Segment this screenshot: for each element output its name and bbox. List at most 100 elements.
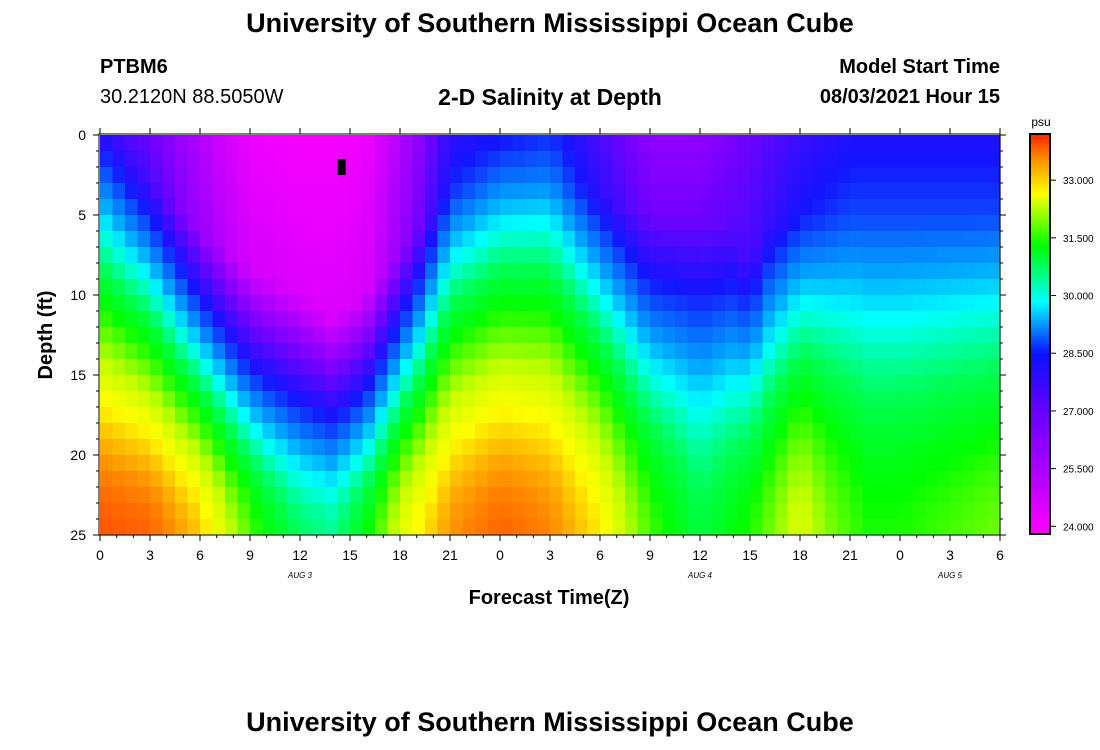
heatmap-cell	[825, 391, 838, 408]
heatmap-cell	[375, 407, 388, 424]
heatmap-cell	[375, 455, 388, 472]
heatmap-cell	[650, 311, 663, 328]
heatmap-cell	[875, 167, 888, 184]
heatmap-cell	[738, 391, 751, 408]
heatmap-cell	[113, 279, 126, 296]
heatmap-cell	[338, 439, 351, 456]
heatmap-cell	[925, 167, 938, 184]
heatmap-cell	[200, 135, 213, 152]
heatmap-cell	[763, 503, 776, 520]
heatmap-cell	[713, 183, 726, 200]
heatmap-cell	[250, 215, 263, 232]
heatmap-cell	[613, 199, 626, 216]
heatmap-cell	[488, 167, 501, 184]
heatmap-cell	[763, 487, 776, 504]
heatmap-cell	[738, 327, 751, 344]
heatmap-cell	[863, 311, 876, 328]
heatmap-cell	[750, 167, 763, 184]
heatmap-cell	[688, 471, 701, 488]
heatmap-cell	[450, 151, 463, 168]
heatmap-cell	[763, 519, 776, 536]
heatmap-cell	[675, 167, 688, 184]
heatmap-cell	[150, 231, 163, 248]
heatmap-cell	[750, 311, 763, 328]
heatmap-cell	[200, 439, 213, 456]
heatmap-cell	[963, 375, 976, 392]
heatmap-cell	[938, 263, 951, 280]
heatmap-cell	[100, 439, 113, 456]
heatmap-cell	[463, 487, 476, 504]
heatmap-cell	[438, 231, 451, 248]
heatmap-cell	[550, 327, 563, 344]
x-tick-label: 12	[292, 547, 308, 563]
heatmap-cell	[825, 439, 838, 456]
heatmap-cell	[650, 199, 663, 216]
heatmap-cell	[638, 519, 651, 536]
heatmap-cell	[763, 263, 776, 280]
heatmap-cell	[975, 327, 988, 344]
x-tick-label: 18	[392, 547, 408, 563]
heatmap-cell	[675, 295, 688, 312]
heatmap-cell	[250, 183, 263, 200]
heatmap-cell	[125, 215, 138, 232]
heatmap-cell	[813, 311, 826, 328]
heatmap-cell	[350, 215, 363, 232]
heatmap-cell	[925, 407, 938, 424]
heatmap-cell	[863, 519, 876, 536]
heatmap-cell	[475, 311, 488, 328]
heatmap-cell	[388, 471, 401, 488]
heatmap-cell	[613, 471, 626, 488]
heatmap-cell	[300, 231, 313, 248]
heatmap-cell	[813, 167, 826, 184]
heatmap-cell	[638, 183, 651, 200]
heatmap-cell	[238, 359, 251, 376]
heatmap-cell	[513, 183, 526, 200]
heatmap-cell	[713, 503, 726, 520]
heatmap-cell	[600, 327, 613, 344]
heatmap-cell	[700, 183, 713, 200]
heatmap-cell	[275, 455, 288, 472]
heatmap-cell	[563, 455, 576, 472]
heatmap-cell	[700, 455, 713, 472]
heatmap-cell	[900, 327, 913, 344]
heatmap-cell	[563, 487, 576, 504]
heatmap-cell	[238, 199, 251, 216]
heatmap-cell	[913, 375, 926, 392]
heatmap-cell	[175, 311, 188, 328]
heatmap-cell	[388, 519, 401, 536]
heatmap-cell	[300, 151, 313, 168]
heatmap-cell	[625, 471, 638, 488]
heatmap-cell	[488, 391, 501, 408]
heatmap-cell	[688, 263, 701, 280]
heatmap-cell	[525, 135, 538, 152]
heatmap-cell	[125, 519, 138, 536]
heatmap-cell	[200, 519, 213, 536]
heatmap-cell	[725, 503, 738, 520]
heatmap-cell	[263, 311, 276, 328]
heatmap-cell	[588, 199, 601, 216]
heatmap-cell	[225, 423, 238, 440]
heatmap-cell	[425, 455, 438, 472]
heatmap-cell	[663, 423, 676, 440]
heatmap-cell	[625, 327, 638, 344]
heatmap-cell	[888, 471, 901, 488]
heatmap-cell	[175, 167, 188, 184]
heatmap-cell	[963, 391, 976, 408]
heatmap-cell	[713, 359, 726, 376]
heatmap-cell	[300, 391, 313, 408]
heatmap-cell	[463, 231, 476, 248]
heatmap-cell	[275, 471, 288, 488]
heatmap-cell	[200, 423, 213, 440]
heatmap-cell	[388, 135, 401, 152]
heatmap-cell	[175, 199, 188, 216]
heatmap-cell	[375, 391, 388, 408]
heatmap-cell	[163, 295, 176, 312]
heatmap-cell	[563, 199, 576, 216]
heatmap-cell	[375, 151, 388, 168]
heatmap-cell	[775, 327, 788, 344]
heatmap-cell	[725, 423, 738, 440]
heatmap-cell	[638, 503, 651, 520]
heatmap-cell	[600, 343, 613, 360]
heatmap-cell	[863, 151, 876, 168]
heatmap-cell	[563, 439, 576, 456]
